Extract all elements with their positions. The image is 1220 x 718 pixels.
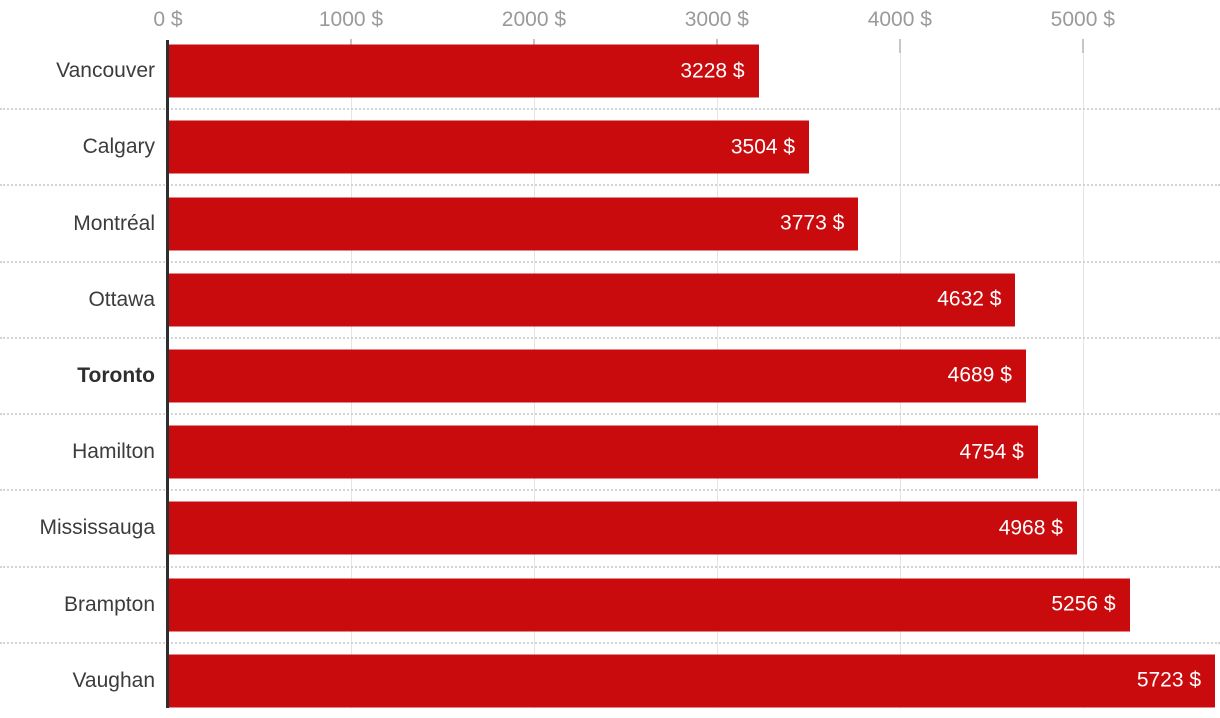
- bar-row: Mississauga 4968 $: [0, 491, 1220, 568]
- bar: 3504 $: [168, 120, 810, 174]
- bar-value-label: 4754 $: [959, 440, 1024, 464]
- chart-rows: Vancouver 3228 $ Calgary 3504 $ Montréal 3773…: [0, 34, 1220, 718]
- x-axis-tick-label: 4000 $: [867, 8, 932, 31]
- bar-value-label: 4689 $: [947, 363, 1012, 387]
- category-label: Ottawa: [88, 287, 155, 311]
- bar-row: Hamilton 4754 $: [0, 415, 1220, 492]
- bar: 5256 $: [168, 578, 1130, 632]
- x-axis-tick-label: 2000 $: [501, 8, 567, 31]
- bar-track: 5256 $: [168, 568, 1220, 642]
- bar-value-label: 3773 $: [780, 211, 845, 235]
- bar-value-label: 4968 $: [998, 516, 1063, 540]
- category-label: Toronto: [77, 363, 155, 387]
- bar-track: 5723 $: [168, 644, 1220, 718]
- x-axis-tick-label: 5000 $: [1050, 8, 1115, 31]
- bar-track: 4968 $: [168, 491, 1220, 565]
- bar-track: 4632 $: [168, 263, 1220, 337]
- category-label: Vaughan: [72, 668, 155, 692]
- bar-track: 4689 $: [168, 339, 1220, 413]
- bar-row: Calgary 3504 $: [0, 110, 1220, 187]
- bar-row: Ottawa 4632 $: [0, 263, 1220, 339]
- bar-value-label: 5723 $: [1136, 668, 1202, 692]
- x-axis-tick-label: 1000 $: [318, 8, 384, 31]
- bar: 4689 $: [168, 349, 1026, 403]
- x-axis-tick-label: 0 $: [153, 8, 183, 31]
- category-label: Hamilton: [72, 440, 155, 464]
- x-axis-tick-label: 3000 $: [684, 8, 749, 31]
- bar-row: Toronto 4689 $: [0, 339, 1220, 416]
- x-axis: 0 $ 1000 $ 2000 $ 3000 $ 4000 $ 5000 $: [153, 0, 1220, 34]
- bar-row: Brampton 5256 $: [0, 568, 1220, 644]
- bar-track: 3773 $: [168, 186, 1220, 260]
- bar-value-label: 3228 $: [680, 59, 745, 83]
- bar: 3773 $: [168, 197, 859, 251]
- bar-value-label: 5256 $: [1051, 592, 1116, 616]
- bar: 5723 $: [168, 654, 1216, 708]
- bar-row: Vaughan 5723 $: [0, 644, 1220, 718]
- bar-track: 3504 $: [168, 110, 1220, 184]
- category-label: Brampton: [63, 592, 155, 616]
- category-label: Calgary: [82, 135, 155, 159]
- bar: 3228 $: [168, 44, 759, 98]
- bar: 4754 $: [168, 425, 1038, 479]
- bar-track: 3228 $: [168, 34, 1220, 108]
- bar-track: 4754 $: [168, 415, 1220, 489]
- bar-row: Montréal 3773 $: [0, 186, 1220, 263]
- bar: 4968 $: [168, 501, 1077, 555]
- category-label: Montréal: [73, 211, 155, 235]
- bar-row: Vancouver 3228 $: [0, 34, 1220, 111]
- category-label: Mississauga: [39, 516, 155, 540]
- bar-value-label: 3504 $: [730, 135, 796, 159]
- bar-value-label: 4632 $: [937, 287, 1002, 311]
- bar: 4632 $: [168, 273, 1016, 327]
- category-label: Vancouver: [56, 59, 155, 83]
